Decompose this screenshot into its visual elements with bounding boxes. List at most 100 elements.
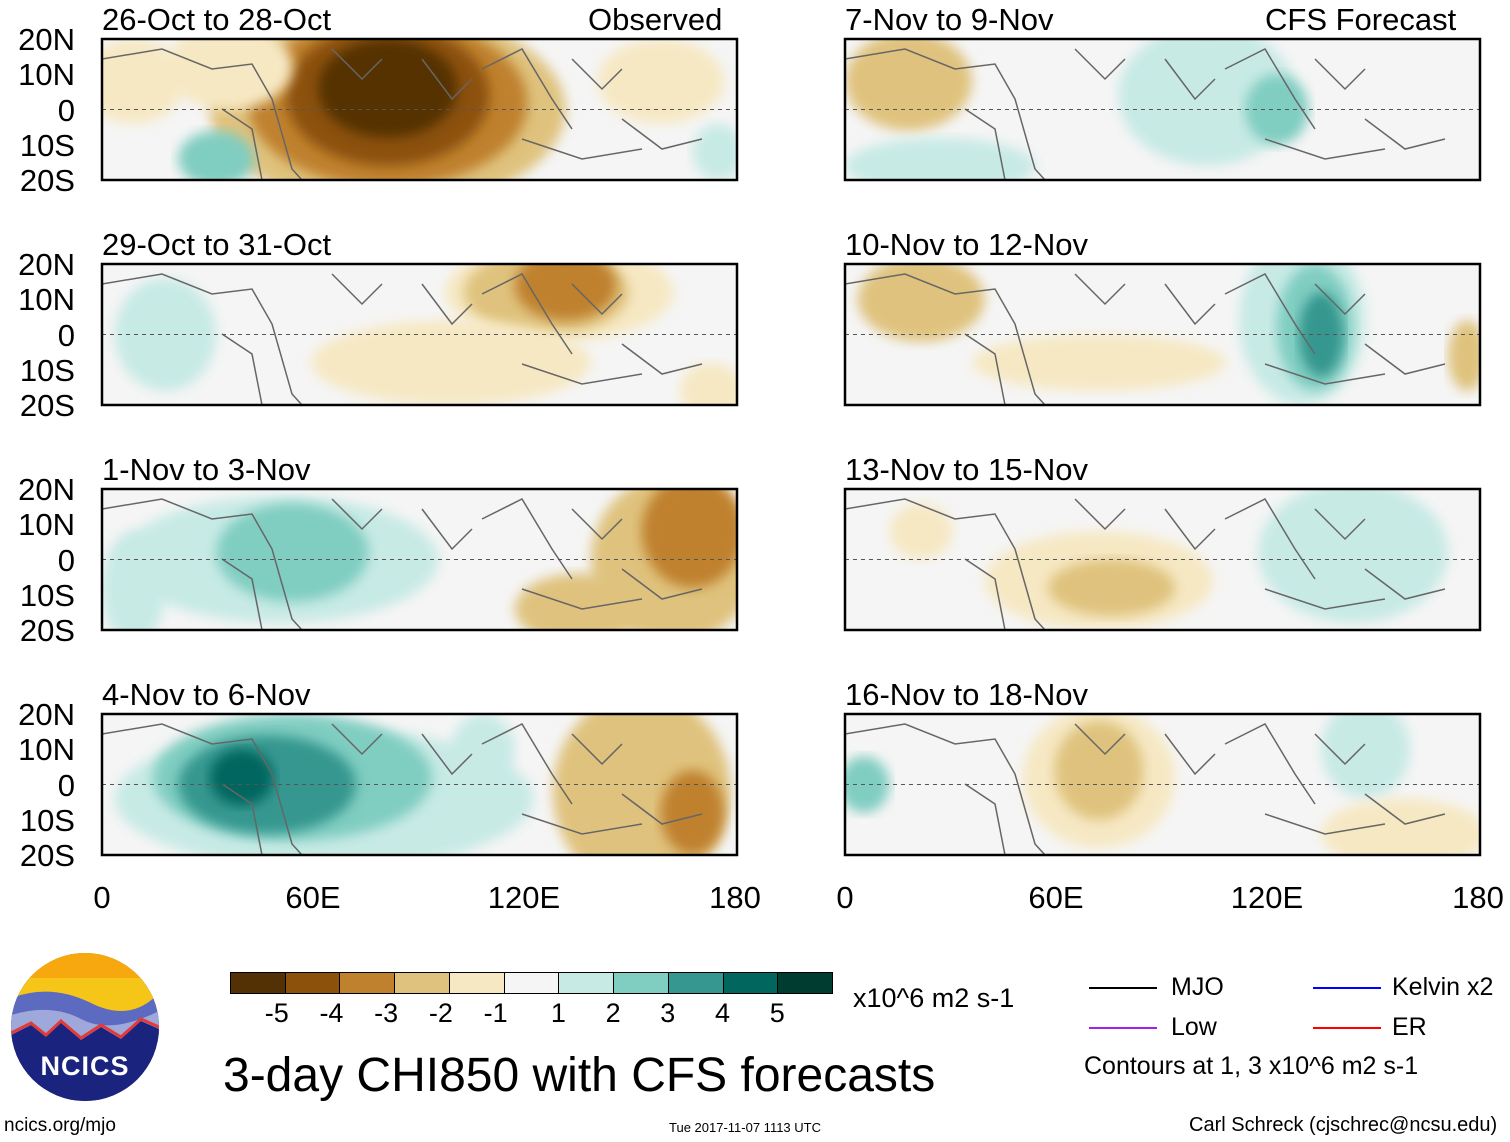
lat-label: 10S	[19, 352, 75, 388]
panel-title: 7-Nov to 9-Nov	[845, 2, 1054, 37]
coastline	[845, 273, 1446, 405]
anomaly-region	[845, 756, 890, 813]
map-panel	[100, 487, 739, 632]
anomaly-region	[1048, 559, 1176, 616]
lat-label: 0	[57, 542, 75, 578]
panel-frame	[100, 712, 739, 857]
anomaly-region	[209, 749, 274, 806]
legend-mjo: MJO	[1171, 973, 1224, 1001]
figure-title: 3-day CHI850 with CFS forecasts	[223, 1049, 936, 1102]
lat-label: 20S	[19, 613, 75, 648]
colorbar-swatch	[613, 972, 669, 994]
anomaly-region	[1054, 721, 1144, 820]
panel-title: 10-Nov to 12-Nov	[845, 227, 1088, 262]
lat-label: 20N	[18, 472, 75, 507]
lat-label: 10N	[18, 732, 75, 768]
panel-frame	[100, 487, 739, 632]
anomaly-region	[845, 137, 1036, 180]
anomaly-region	[1321, 714, 1411, 799]
footer-credit: Carl Schreck (cjschrec@ncsu.edu)	[1189, 1114, 1498, 1136]
anomaly-region	[514, 264, 617, 321]
cfs-forecast-label: CFS Forecast	[1265, 2, 1457, 37]
colorbar-label: 2	[605, 998, 621, 1028]
legend-er: ER	[1392, 1013, 1427, 1041]
anomaly-region	[514, 573, 642, 630]
legend-kelvin: Kelvin x2	[1392, 973, 1494, 1001]
anomaly-region	[165, 39, 293, 110]
anomaly-region	[216, 503, 369, 602]
colorbar-swatch	[394, 972, 450, 994]
anomaly-region	[102, 39, 185, 124]
lat-label: 10N	[18, 57, 75, 93]
colorbar-label: -4	[319, 998, 344, 1028]
anomaly-region	[114, 278, 217, 391]
panel-frame	[100, 262, 739, 407]
map-panel	[843, 37, 1482, 182]
lon-label: 0	[836, 880, 854, 915]
anomaly-region	[692, 123, 737, 180]
map-panel	[100, 37, 739, 182]
er-line-swatch	[1313, 1027, 1381, 1029]
anomaly-region	[597, 39, 725, 124]
anomaly-region	[317, 39, 458, 138]
anomaly-region	[102, 531, 166, 630]
panel-frame	[843, 487, 1482, 632]
coastline	[845, 723, 1446, 855]
coastline	[102, 273, 703, 405]
anomaly-region	[641, 489, 737, 588]
panel-title: 26-Oct to 28-Oct	[102, 2, 332, 37]
colorbar-label: -2	[428, 998, 453, 1028]
anomaly-region	[889, 503, 953, 560]
lat-label: 0	[57, 92, 75, 128]
map-panel	[100, 262, 739, 407]
colorbar-label: 4	[715, 998, 731, 1028]
footer-timestamp: Tue 2017-11-07 1113 UTC	[669, 1120, 821, 1135]
anomaly-region	[1321, 798, 1480, 855]
coastline	[102, 723, 703, 855]
anomaly-region	[1299, 292, 1344, 377]
mjo-line-swatch	[1089, 987, 1157, 989]
colorbar-swatch	[722, 972, 779, 994]
panel-frame	[843, 262, 1482, 407]
coastline	[845, 498, 1446, 630]
colorbar-swatch	[558, 972, 615, 994]
colorbar-label: -5	[264, 998, 289, 1028]
logo-graphic	[11, 953, 159, 1101]
colorbar-swatch	[448, 972, 505, 994]
observed-label: Observed	[588, 2, 723, 37]
anomaly-region	[311, 320, 591, 405]
panel-title: 4-Nov to 6-Nov	[102, 677, 311, 712]
anomaly-region	[1118, 39, 1296, 166]
anomaly-region	[972, 334, 1226, 391]
footer-url[interactable]: ncics.org/mjo	[4, 1115, 116, 1136]
anomaly-region	[1245, 74, 1309, 145]
map-panel	[843, 712, 1482, 857]
colorbar-label: 1	[550, 998, 566, 1028]
colorbar-swatch	[284, 972, 341, 994]
lon-label: 180	[1452, 880, 1504, 915]
anomaly-region	[857, 264, 985, 342]
map-panel	[843, 487, 1482, 632]
panel-title: 13-Nov to 15-Nov	[845, 452, 1088, 487]
lat-label: 0	[57, 767, 75, 803]
anomaly-region	[845, 39, 972, 131]
map-panel	[100, 712, 739, 857]
colorbar-swatch	[667, 972, 724, 994]
colorbar-label: 5	[769, 998, 785, 1028]
panel-title: 16-Nov to 18-Nov	[845, 677, 1088, 712]
anomaly-region	[1257, 489, 1449, 623]
contour-note: Contours at 1, 3 x10^6 m2 s-1	[1084, 1052, 1419, 1080]
lat-label: 10S	[19, 802, 75, 838]
anomaly-region	[679, 362, 737, 405]
lat-label: 10N	[18, 507, 75, 543]
panel-frame	[100, 37, 739, 182]
lon-label: 120E	[487, 880, 561, 915]
coastline	[102, 498, 703, 630]
colorbar-swatch	[230, 972, 286, 994]
panel-title: 1-Nov to 3-Nov	[102, 452, 311, 487]
anomaly-region	[1448, 320, 1480, 391]
panel-title: 29-Oct to 31-Oct	[102, 227, 332, 262]
lat-label: 10S	[19, 577, 75, 613]
logo-text: NCICS	[40, 1051, 130, 1081]
colorbar-units: x10^6 m2 s-1	[853, 983, 1015, 1013]
